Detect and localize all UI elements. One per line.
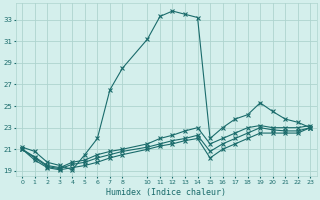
- X-axis label: Humidex (Indice chaleur): Humidex (Indice chaleur): [106, 188, 226, 197]
